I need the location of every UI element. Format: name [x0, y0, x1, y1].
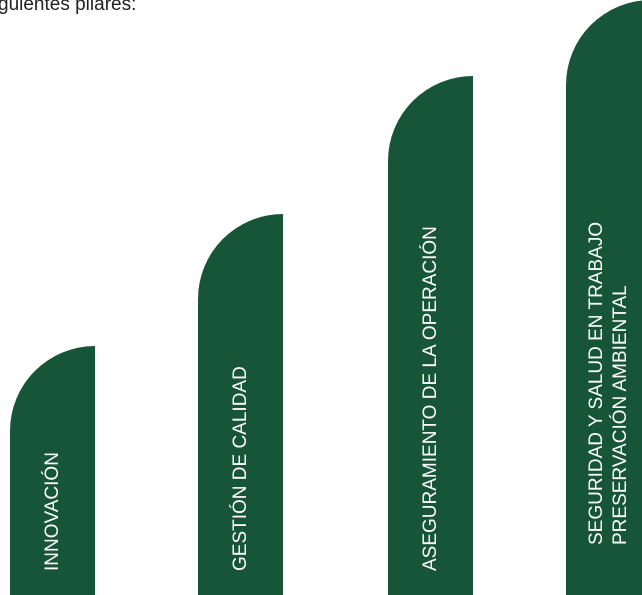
pillar-label: INNOVACIÓN	[42, 452, 64, 571]
pillar-label-line: SEGURIDAD Y SALUD EN TRABAJO	[585, 221, 607, 545]
pillar-label: GESTIÓN DE CALIDAD	[230, 366, 252, 571]
pillar-gestion-de-calidad: GESTIÓN DE CALIDAD	[198, 214, 283, 595]
pillar-seguridad-y-salud-preservacion-ambiental: SEGURIDAD Y SALUD EN TRABAJO PRESERVACIÓ…	[566, 0, 642, 595]
pillar-label-line: ASEGURAMIENTO DE LA OPERACIÓN	[419, 226, 441, 571]
intro-text: guientes pilares:	[0, 0, 137, 15]
pillar-label-line: PRESERVACIÓN AMBIENTAL	[609, 285, 631, 545]
pillar-label-line: INNOVACIÓN	[41, 452, 63, 571]
pillar-aseguramiento-de-la-operacion: ASEGURAMIENTO DE LA OPERACIÓN	[388, 76, 473, 595]
pillar-label: SEGURIDAD Y SALUD EN TRABAJO PRESERVACIÓ…	[585, 222, 633, 545]
pillar-label: ASEGURAMIENTO DE LA OPERACIÓN	[420, 226, 442, 571]
pillar-label-line: GESTIÓN DE CALIDAD	[229, 366, 251, 571]
pillar-innovacion: INNOVACIÓN	[10, 346, 95, 595]
